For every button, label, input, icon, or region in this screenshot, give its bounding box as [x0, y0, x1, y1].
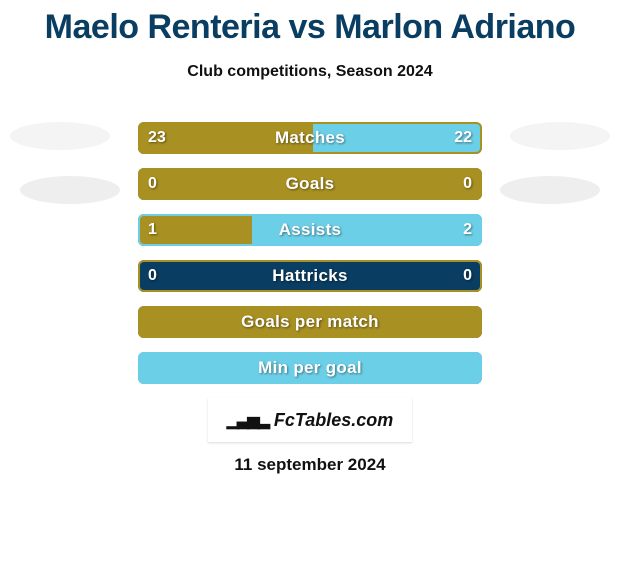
player2-avatar-bottom	[500, 176, 600, 204]
stat-label: Hattricks	[138, 260, 482, 292]
stat-row-goals: 00Goals	[138, 168, 482, 200]
stat-row-assists: 12Assists	[138, 214, 482, 246]
footer-date: 11 september 2024	[0, 455, 620, 475]
logo-chart-icon: ▁▃▅▂	[227, 410, 268, 430]
player2-avatar-top	[510, 122, 610, 150]
stat-label: Goals	[138, 168, 482, 200]
stats-container: 2322Matches 00Goals 12Assists 00Hattricks Go…	[138, 122, 482, 398]
stat-row-mpg: Min per goal	[138, 352, 482, 384]
stat-label: Min per goal	[138, 352, 482, 384]
stat-row-gpm: Goals per match	[138, 306, 482, 338]
player1-avatar-top	[10, 122, 110, 150]
fctables-logo: ▁▃▅▂ FcTables.com	[208, 398, 412, 442]
stat-label: Goals per match	[138, 306, 482, 338]
stat-label: Assists	[138, 214, 482, 246]
player1-avatar-bottom	[20, 176, 120, 204]
subtitle: Club competitions, Season 2024	[0, 63, 620, 81]
stat-row-matches: 2322Matches	[138, 122, 482, 154]
stat-row-hattricks: 00Hattricks	[138, 260, 482, 292]
page-title: Maelo Renteria vs Marlon Adriano	[0, 0, 620, 47]
comparison-canvas: Maelo Renteria vs Marlon Adriano Club co…	[0, 0, 620, 580]
logo-text: FcTables.com	[274, 410, 393, 431]
stat-label: Matches	[138, 122, 482, 154]
